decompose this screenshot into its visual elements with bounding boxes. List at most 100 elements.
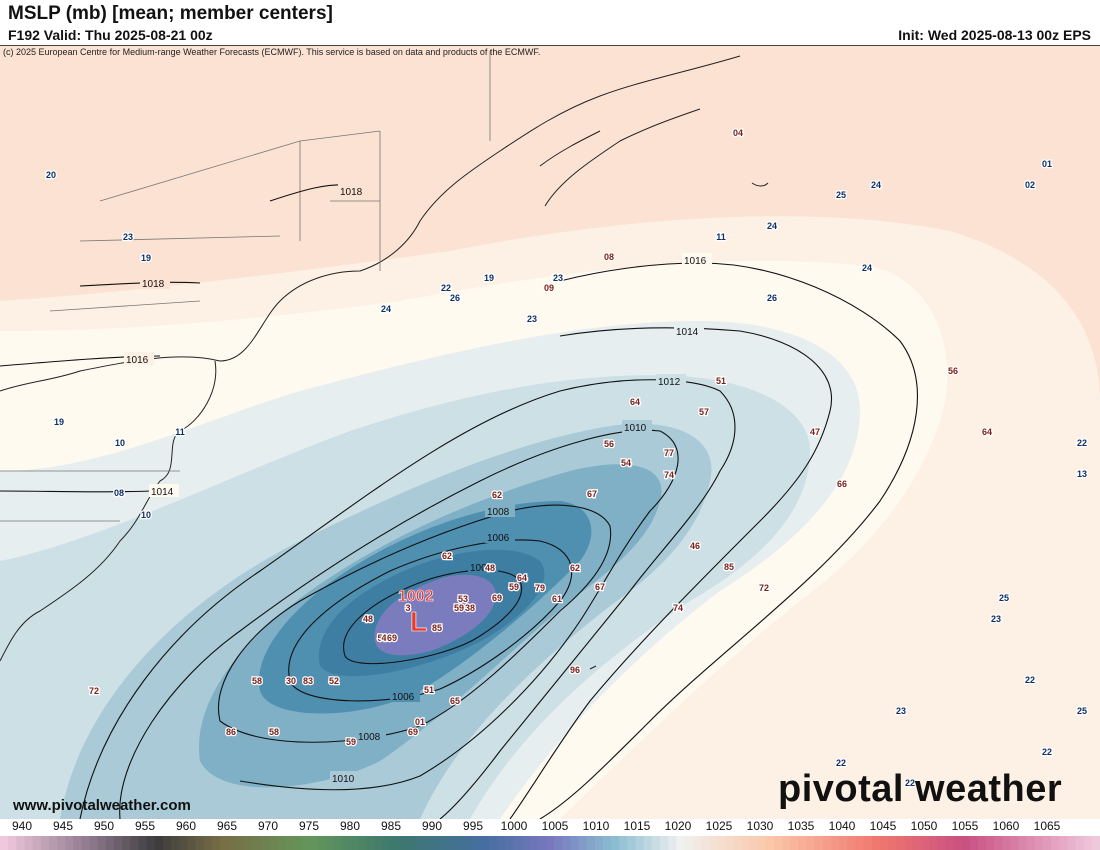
colorbar-swatch	[920, 836, 930, 850]
colorbar-tick-label: 945	[52, 819, 74, 833]
colorbar-swatch	[228, 836, 237, 850]
colorbar-swatch	[195, 836, 205, 850]
colorbar-swatch	[863, 836, 873, 850]
colorbar-swatch	[782, 836, 791, 850]
contour-label: 1016	[684, 256, 707, 267]
colorbar-tick-label: 1040	[828, 819, 856, 833]
member-low-label: 56	[948, 366, 958, 376]
colorbar-swatch	[423, 836, 433, 850]
member-low-label: 52	[329, 676, 339, 686]
member-low-label: 64	[517, 573, 527, 583]
member-low-label: 72	[89, 686, 99, 696]
colorbar-swatch	[757, 836, 767, 850]
colorbar-swatch	[814, 836, 824, 850]
member-high-label: 24	[381, 304, 391, 314]
colorbar-swatch	[105, 836, 115, 850]
colorbar-swatch	[122, 836, 131, 850]
colorbar-tick-label: 985	[380, 819, 402, 833]
member-high-label: 19	[484, 273, 494, 283]
member-low-label: 67	[587, 489, 597, 499]
member-low-label: 53	[458, 594, 468, 604]
member-low-label: 77	[664, 448, 674, 458]
colorbar-swatch	[611, 836, 620, 850]
colorbar-swatch	[578, 836, 588, 850]
member-high-label: 25	[836, 190, 846, 200]
colorbar-swatch	[391, 836, 400, 850]
member-low-label: 54	[621, 458, 631, 468]
colorbar-tick-label: 955	[134, 819, 156, 833]
colorbar-swatch	[912, 836, 922, 850]
colorbar-swatch	[871, 836, 881, 850]
member-high-label: 13	[1077, 469, 1087, 479]
colorbar-tick-label: 1060	[992, 819, 1020, 833]
colorbar-swatch	[334, 836, 343, 850]
colorbar-tick-label: 965	[216, 819, 238, 833]
member-high-label: 24	[871, 180, 881, 190]
member-low-label: 83	[303, 676, 313, 686]
colorbar-swatch	[366, 836, 376, 850]
isobar-1014	[0, 327, 832, 819]
colorbar-swatch	[342, 836, 351, 850]
member-low-label: 59	[509, 582, 519, 592]
colorbar-swatch	[741, 836, 751, 850]
colorbar-swatch	[277, 836, 286, 850]
valid-time: F192 Valid: Thu 2025-08-21 00z	[8, 27, 213, 43]
colorbar-swatch	[651, 836, 661, 850]
colorbar-swatch	[994, 836, 1003, 850]
colorbar-swatch	[171, 836, 180, 850]
colorbar-swatch	[570, 836, 580, 850]
colorbar-swatch	[945, 836, 954, 850]
contour-label: 1004	[470, 563, 493, 574]
member-high-label: 08	[114, 488, 124, 498]
member-high-label: 22	[1025, 675, 1035, 685]
colorbar-swatch	[545, 836, 555, 850]
member-low-label: 23	[552, 273, 562, 283]
colorbar-tick-label: 1055	[951, 819, 979, 833]
colorbar-swatch	[888, 836, 897, 850]
colorbar-swatch	[937, 836, 946, 850]
contour-label: 1016	[126, 355, 149, 366]
colorbar-swatch	[162, 836, 172, 850]
member-high-label: 22	[1042, 747, 1052, 757]
colorbar-tick-label: 1015	[623, 819, 651, 833]
member-high-labels: 2023192226192324232425241126240102221325…	[45, 158, 1089, 790]
colorbar-tick-label: 1050	[910, 819, 938, 833]
colorbar-swatch	[692, 836, 702, 850]
member-high-label: 24	[767, 221, 777, 231]
site-url: www.pivotalweather.com	[13, 797, 191, 814]
colorbar-swatch	[684, 836, 694, 850]
colorbar-swatch	[798, 836, 808, 850]
member-low-label: 48	[485, 563, 495, 573]
colorbar-swatch	[855, 836, 865, 850]
member-high-label: 23	[123, 232, 133, 242]
member-low-label: 64	[630, 397, 640, 407]
colorbar-swatch	[97, 836, 107, 850]
colorbar-swatch	[1034, 836, 1044, 850]
colorbar-swatch	[594, 836, 604, 850]
colorbar-swatch	[57, 836, 66, 850]
colorbar-swatch	[415, 836, 425, 850]
colorbar-swatch	[822, 836, 832, 850]
colorbar-swatch	[749, 836, 759, 850]
colorbar-swatch	[203, 836, 213, 850]
colorbar-swatch	[790, 836, 800, 850]
colorbar-swatch	[317, 836, 327, 850]
member-high-label: 01	[1042, 159, 1052, 169]
member-low-label: 59	[454, 603, 464, 613]
colorbar-tick-label: 980	[339, 819, 361, 833]
colorbar-tick-label: 1065	[1033, 819, 1061, 833]
member-high-label: 25	[999, 593, 1009, 603]
colorbar-swatch	[602, 836, 612, 850]
member-high-label: 20	[46, 170, 56, 180]
member-high-label: 19	[54, 417, 64, 427]
member-high-label: 22	[905, 778, 915, 788]
member-low-label: 38	[465, 603, 475, 613]
member-high-label: 22	[441, 283, 451, 293]
member-low-label: 58	[269, 727, 279, 737]
isobar-1004	[343, 569, 523, 665]
isobar-lines	[0, 184, 918, 819]
colorbar-swatch	[399, 836, 408, 850]
colorbar-swatch	[211, 836, 221, 850]
member-high-label: 23	[553, 273, 563, 283]
